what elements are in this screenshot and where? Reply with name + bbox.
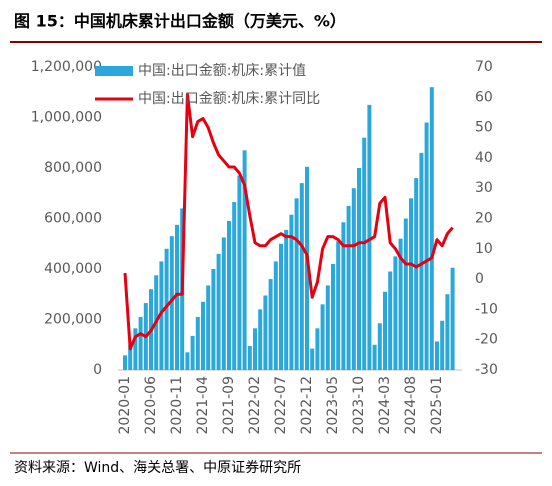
y2-tick-label: 30 xyxy=(475,180,493,196)
y-tick-label: 600,000 xyxy=(44,211,102,227)
bar xyxy=(294,198,299,370)
bar xyxy=(414,178,419,370)
bar xyxy=(221,237,226,370)
y-tick-label: 800,000 xyxy=(44,160,102,176)
bar xyxy=(299,183,304,370)
bar xyxy=(227,221,231,370)
y-tick-label: 200,000 xyxy=(44,312,102,328)
chart-title: 图 15：中国机床累计出口金额（万美元、%） xyxy=(14,12,346,31)
y-tick-label: 1,200,000 xyxy=(31,59,102,75)
bar xyxy=(409,198,413,370)
bar xyxy=(450,267,455,370)
x-tick-label: 2020-01 xyxy=(117,376,133,435)
bar xyxy=(133,328,138,370)
bar xyxy=(351,188,356,370)
legend-label: 中国:出口金额:机床:累计同比 xyxy=(138,91,320,107)
bar xyxy=(279,243,283,370)
bar xyxy=(253,328,257,370)
bar xyxy=(237,175,242,370)
bar xyxy=(310,348,315,370)
bar xyxy=(164,248,169,370)
bar xyxy=(429,87,434,370)
y-tick-label: 0 xyxy=(93,362,102,378)
bar xyxy=(393,256,398,370)
bar xyxy=(325,285,330,370)
x-tick-label: 2020-06 xyxy=(143,376,159,435)
bar xyxy=(435,341,439,370)
bar xyxy=(383,291,387,370)
x-tick-label: 2020-11 xyxy=(169,376,185,435)
bar xyxy=(305,166,309,370)
bar xyxy=(195,316,200,370)
bar xyxy=(216,253,221,370)
y2-tick-label: 0 xyxy=(475,271,484,287)
legend-label: 中国:出口金额:机床:累计值 xyxy=(138,63,306,79)
bar xyxy=(377,323,382,370)
bar xyxy=(398,238,403,370)
bar xyxy=(232,202,237,370)
y2-tick-label: 70 xyxy=(475,59,493,75)
y2-tick-label: -30 xyxy=(475,362,498,378)
x-tick-label: 2024-08 xyxy=(403,376,419,435)
bar xyxy=(128,344,133,370)
bar xyxy=(419,152,424,370)
bar xyxy=(268,279,273,370)
x-tick-label: 2025-01 xyxy=(429,376,445,435)
legend-swatch xyxy=(95,66,133,76)
bar xyxy=(367,104,372,370)
x-tick-label: 2021-04 xyxy=(195,376,211,435)
y2-tick-label: 40 xyxy=(475,150,493,166)
x-tick-label: 2022-12 xyxy=(299,376,315,435)
bar xyxy=(388,271,393,370)
bar xyxy=(357,168,361,370)
bar xyxy=(320,304,325,370)
bar xyxy=(242,150,247,370)
y2-tick-label: -20 xyxy=(475,332,498,348)
y2-tick-label: 50 xyxy=(475,120,493,136)
bar xyxy=(440,320,445,370)
x-tick-label: 2023-10 xyxy=(351,376,367,435)
bar xyxy=(346,205,351,370)
source: 资料来源：Wind、海关总署、中原证券研究所 xyxy=(14,460,301,476)
x-tick-label: 2023-05 xyxy=(325,376,341,435)
y2-tick-label: -10 xyxy=(475,301,498,317)
bar xyxy=(362,137,367,370)
bar xyxy=(403,218,408,370)
bar xyxy=(341,222,346,370)
bar xyxy=(315,328,320,370)
bar xyxy=(138,316,143,370)
bar xyxy=(175,224,179,370)
y-tick-label: 1,000,000 xyxy=(31,110,102,126)
bar xyxy=(289,214,294,370)
bar xyxy=(284,229,289,370)
bar xyxy=(445,294,450,370)
bar xyxy=(372,344,377,370)
bar xyxy=(336,241,341,370)
bar xyxy=(206,285,211,370)
bar xyxy=(247,346,252,370)
y-tick-label: 400,000 xyxy=(44,261,102,277)
x-tick-label: 2022-02 xyxy=(247,376,263,435)
bar xyxy=(201,301,205,370)
y2-tick-label: 20 xyxy=(475,211,493,227)
x-tick-label: 2024-03 xyxy=(377,376,393,435)
bar xyxy=(185,352,190,370)
bar xyxy=(211,269,216,370)
bar xyxy=(258,309,263,370)
bar xyxy=(169,236,174,370)
bar xyxy=(123,355,127,370)
y2-tick-label: 10 xyxy=(475,241,493,257)
bar xyxy=(273,261,278,370)
x-tick-label: 2022-07 xyxy=(273,376,289,435)
bar xyxy=(190,335,195,370)
bar xyxy=(331,263,335,370)
bar xyxy=(159,261,164,370)
line xyxy=(123,92,454,351)
y2-tick-label: 60 xyxy=(475,89,493,105)
bar xyxy=(263,295,268,370)
bar xyxy=(424,122,429,370)
x-tick-label: 2021-09 xyxy=(221,376,237,435)
